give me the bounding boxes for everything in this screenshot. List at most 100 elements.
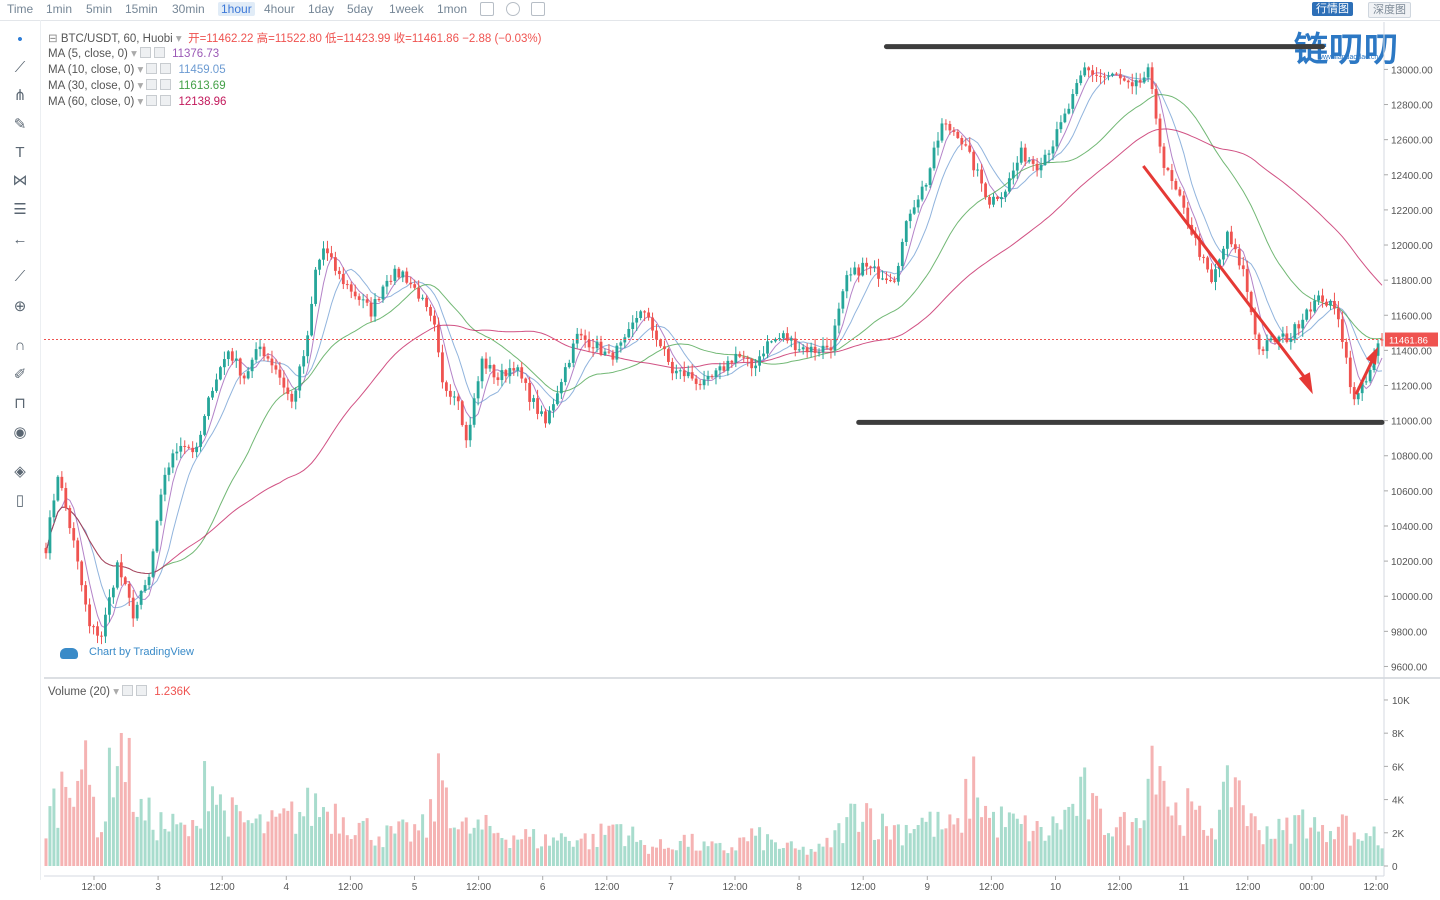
tf-1mon[interactable]: 1mon (437, 2, 468, 16)
ma10-label[interactable]: MA (10, close, 0) (48, 64, 135, 76)
ruler-icon[interactable]: ⟋ (14, 268, 26, 285)
candle (841, 291, 845, 309)
indicators-icon[interactable] (506, 2, 520, 16)
candle (559, 382, 563, 394)
tf-15min[interactable]: 15min (125, 2, 158, 16)
candle (266, 356, 270, 359)
pattern-icon[interactable]: ⋈ (12, 172, 28, 189)
magnet-icon[interactable]: ∩ (14, 337, 26, 354)
volume-bar (1095, 795, 1099, 866)
candle (1313, 300, 1317, 312)
attribution-link[interactable]: Chart by TradingView (89, 646, 194, 658)
candle (385, 280, 389, 287)
candle (175, 451, 179, 454)
candle (722, 366, 726, 371)
lock-icon[interactable]: ⊓ (14, 395, 26, 412)
tf-time[interactable]: Time (7, 2, 34, 16)
ma60-label[interactable]: MA (60, close, 0) (48, 96, 135, 108)
tf-1hour[interactable]: 1hour (218, 2, 255, 16)
close-icon[interactable] (160, 95, 172, 106)
volume-legend: Volume (20) ▾ 1.236K (48, 685, 191, 698)
lock-pencil-icon[interactable]: ✐ (13, 366, 27, 383)
settings-icon[interactable] (122, 685, 133, 696)
tf-30min[interactable]: 30min (172, 2, 205, 16)
candle (1229, 231, 1233, 245)
dot-icon[interactable]: • (17, 31, 23, 48)
candle (44, 547, 48, 554)
close-icon[interactable] (153, 47, 165, 58)
volume-bar (952, 824, 956, 866)
tf-1week[interactable]: 1week (389, 2, 424, 16)
candle (1130, 82, 1134, 87)
text-icon[interactable]: T (15, 144, 25, 161)
candle (793, 338, 797, 351)
tab-depth[interactable]: 深度图 (1368, 2, 1411, 18)
volume-bar (1281, 830, 1285, 866)
tf-5day[interactable]: 5day (347, 2, 374, 16)
back-arrow-icon[interactable]: ← (12, 231, 28, 248)
candle (1170, 170, 1174, 181)
candle (837, 308, 841, 326)
settings-icon[interactable] (146, 63, 158, 74)
collapse-legend-icon[interactable]: ⊟ (48, 33, 58, 45)
trash-icon[interactable]: ▯ (15, 492, 25, 509)
candle (1325, 301, 1328, 306)
pitchfork-icon[interactable]: ⋔ (13, 87, 27, 104)
candle (199, 434, 202, 447)
volume-bar (151, 829, 155, 866)
tf-1day[interactable]: 1day (308, 2, 335, 16)
symbol-title[interactable]: BTC/USDT, 60, Huobi (60, 33, 173, 45)
eye-icon[interactable]: ◉ (13, 424, 27, 441)
ma5-label[interactable]: MA (5, close, 0) (48, 48, 128, 60)
volume-bar (1031, 830, 1035, 866)
ma60-line (45, 128, 1383, 575)
ma30-value: 11613.69 (178, 80, 226, 92)
candle (441, 352, 444, 383)
ma30-label[interactable]: MA (30, close, 0) (48, 80, 135, 92)
volume-bar (869, 808, 873, 866)
settings-icon[interactable] (146, 79, 158, 90)
price-tick-label: 11400.00 (1391, 346, 1432, 357)
volume-bar (214, 804, 218, 866)
close-icon[interactable] (160, 79, 172, 90)
volume-bar (504, 839, 508, 866)
tf-1min[interactable]: 1min (46, 2, 73, 16)
candle (702, 379, 706, 386)
candle (314, 269, 317, 304)
tab-candles[interactable]: 行情图 (1312, 2, 1353, 16)
close-icon[interactable] (136, 685, 147, 696)
volume-bar (781, 847, 785, 866)
candle (1376, 343, 1380, 356)
zoom-icon[interactable]: ⊕ (13, 298, 27, 315)
volume-label[interactable]: Volume (20) (48, 686, 111, 698)
candle (758, 356, 761, 366)
close-icon[interactable] (160, 63, 172, 74)
brush-icon[interactable]: ✎ (13, 116, 27, 133)
candle (512, 368, 516, 371)
candle (60, 476, 64, 489)
candle (480, 358, 484, 382)
fib-icon[interactable]: ☰ (13, 201, 27, 218)
candle (797, 349, 801, 351)
up-arrow-line (1354, 356, 1376, 395)
volume-bar (1202, 829, 1206, 866)
volume-bar (793, 848, 797, 866)
volume-bar (1118, 816, 1122, 866)
candle (163, 474, 167, 495)
volume-bar (908, 833, 912, 866)
candle (195, 446, 199, 453)
candle (682, 370, 686, 377)
layers-icon[interactable]: ◈ (14, 463, 26, 480)
price-tick-label: 12400.00 (1391, 171, 1433, 182)
tf-4hour[interactable]: 4hour (264, 2, 295, 16)
settings-icon[interactable] (139, 47, 151, 58)
candle (397, 268, 401, 278)
chart-type-icon[interactable] (480, 2, 494, 16)
trend-line-icon[interactable]: ⟋ (14, 59, 26, 76)
fullscreen-icon[interactable] (531, 2, 545, 16)
candle (992, 196, 995, 205)
settings-icon[interactable] (146, 95, 158, 106)
volume-bar (191, 820, 195, 866)
tf-5min[interactable]: 5min (86, 2, 113, 16)
